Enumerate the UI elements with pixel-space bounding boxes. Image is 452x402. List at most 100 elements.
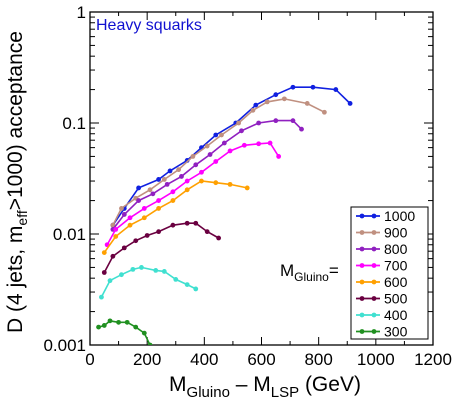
data-point [119,272,124,278]
legend-label: 800 [384,241,408,257]
data-point [107,278,113,284]
legend-label: 900 [384,225,408,241]
data-point [241,142,247,148]
y-axis-title-tail: >1000) acceptance [4,31,27,210]
data-point [141,215,147,221]
legend-swatch-point [371,246,377,252]
data-point [227,181,233,187]
data-point [167,168,173,174]
data-point [127,215,133,221]
legend-title-suffix: = [329,261,339,280]
x-tick-label: 1000 [357,350,395,369]
data-point [213,132,219,138]
legend-entry-400: 400 [356,307,408,323]
data-point [133,324,139,330]
data-point [273,118,279,124]
data-point [147,187,153,193]
data-point [150,191,156,197]
data-point [236,120,242,126]
legend-swatch-point [359,263,365,268]
legend-swatch-point [371,213,377,219]
annotation: Heavy squarks [96,17,202,34]
legend-swatch-point [359,213,365,219]
data-point [219,132,224,138]
data-point [156,198,162,203]
data-point [119,206,124,211]
data-point [207,152,213,157]
data-point [264,99,270,105]
legend-swatch-point [371,329,377,334]
legend-box [350,206,429,340]
data-point [281,96,287,102]
data-point [199,178,204,184]
data-point [153,267,159,273]
data-point [333,87,339,92]
x-axis-title: MGluino – MLSP (GeV) [169,373,361,401]
data-point [213,159,219,164]
y-tick-label: 0.001 [43,336,86,355]
data-point [190,154,196,159]
data-point [184,282,190,288]
data-point [99,294,104,300]
data-point [179,174,184,179]
series-1000 [110,84,353,228]
data-point [121,212,127,217]
legend-label: 300 [384,324,408,340]
legend-title: MGluino= [280,261,339,284]
x-axis-title-sub1: Gluino [187,384,230,401]
data-point [267,140,273,146]
data-point [321,109,327,115]
data-point [136,198,141,203]
legend-swatch-point [359,312,365,318]
series-500 [101,220,222,275]
data-point [110,222,116,228]
x-tick-label: 800 [304,350,332,369]
data-point [110,253,116,259]
series-300 [96,318,153,345]
data-point [253,102,259,108]
x-axis-title-mid: – M [230,373,271,396]
data-point [173,276,179,282]
plot-area: 0 200 400 600 800 1000 1200 0.001 0.01 0.1 1 [43,3,451,369]
data-point [204,143,210,149]
legend-swatch-point [359,279,365,285]
x-tick-label: 1200 [414,350,452,369]
legend-swatch-point [371,296,377,301]
legend-swatch-point [371,263,377,268]
data-point [184,220,190,226]
data-point [161,177,167,182]
data-point [113,234,119,239]
data-point [141,330,147,336]
legend-title-sub: Gluino [294,270,329,284]
x-tick-label: 0 [85,350,94,369]
legend-swatch-point [371,279,377,285]
data-point [290,118,296,124]
data-point [139,265,144,270]
series-line [103,180,248,254]
legend-entry-300: 300 [356,324,408,340]
legend-label: 600 [384,274,408,290]
data-point [256,141,262,147]
series-900 [110,96,327,228]
data-point [121,245,127,251]
data-point [290,84,296,90]
series-600 [101,178,250,255]
legend-label: 400 [384,307,408,323]
data-point [204,229,210,235]
data-point [199,169,204,175]
series-layer [96,84,353,345]
y-tick-label: 1 [77,3,86,22]
data-point [156,206,162,211]
data-point [347,101,353,106]
legend-entry-500: 500 [356,291,408,307]
data-point [213,180,219,186]
y-axis-title-sub: eff [14,210,30,225]
data-point [304,101,310,106]
data-point [130,266,136,272]
data-point [216,235,222,241]
data-point [161,269,167,274]
data-point [244,185,250,191]
data-point [101,270,107,275]
